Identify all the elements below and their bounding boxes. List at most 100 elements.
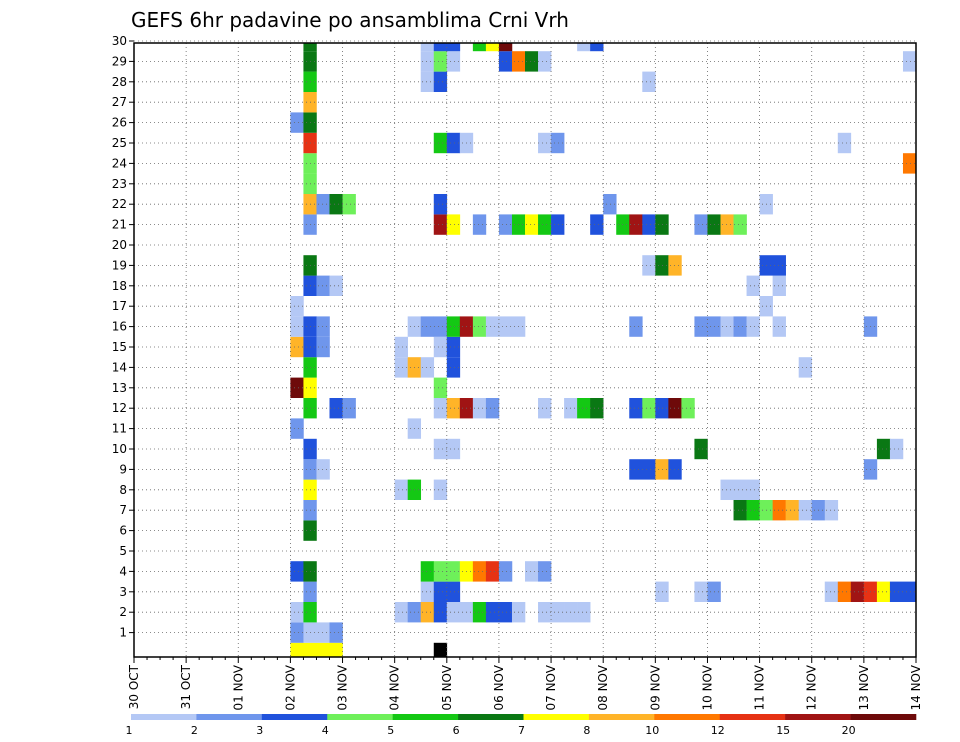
- y-tick-label: 23: [112, 177, 127, 191]
- legend-label: 8: [583, 724, 590, 737]
- legend-swatch: [392, 714, 459, 720]
- heatmap-cell: [655, 459, 669, 480]
- heatmap-cell: [342, 398, 356, 419]
- heatmap-cell: [538, 398, 552, 419]
- heatmap-cell: [394, 357, 408, 378]
- heatmap-cell: [590, 43, 604, 52]
- y-tick-label: 18: [112, 279, 127, 293]
- heatmap-cell: [668, 459, 682, 480]
- heatmap-cell: [538, 602, 552, 623]
- heatmap-cell: [472, 214, 487, 235]
- heatmap-cell: [785, 500, 799, 521]
- heatmap-cell: [642, 398, 656, 419]
- heatmap-cell: [733, 316, 747, 337]
- y-tick-label: 24: [112, 156, 127, 170]
- heatmap-cell: [525, 214, 539, 235]
- heatmap-cell: [590, 398, 604, 419]
- heatmap-cell: [629, 316, 643, 337]
- legend-label: 7: [518, 724, 525, 737]
- heatmap-cell: [720, 479, 760, 500]
- heatmap-cell: [876, 438, 891, 460]
- heatmap-cell: [446, 51, 461, 72]
- legend-swatch: [327, 714, 393, 720]
- heatmap-cell: [472, 398, 487, 419]
- x-tick-label: 06 NOV: [492, 664, 506, 710]
- heatmap-cell: [394, 602, 408, 623]
- heatmap-cell: [837, 132, 852, 154]
- heatmap-cell: [577, 43, 591, 52]
- heatmap-cell: [824, 500, 839, 521]
- heatmap-cell: [733, 214, 747, 235]
- heatmap-cell: [316, 336, 330, 358]
- y-tick-label: 25: [112, 136, 127, 150]
- x-tick-label: 03 NOV: [336, 664, 350, 710]
- heatmap-cell: [902, 51, 917, 72]
- y-tick-label: 29: [112, 54, 127, 68]
- y-tick-label: 9: [119, 462, 127, 476]
- heatmap-cell: [642, 71, 656, 92]
- heatmap-cell: [420, 43, 435, 52]
- heatmap-cell: [772, 500, 786, 521]
- heatmap-cell: [472, 316, 487, 337]
- heatmap-cell: [433, 377, 448, 398]
- y-tick-label: 17: [112, 299, 127, 313]
- heatmap-cell: [485, 602, 500, 623]
- y-tick-label: 26: [112, 116, 127, 130]
- heatmap-cell: [316, 459, 330, 480]
- y-tick-label: 22: [112, 197, 127, 211]
- heatmap-cell: [889, 438, 904, 460]
- y-tick-label: 28: [112, 75, 127, 89]
- heatmap-cell: [290, 561, 304, 582]
- heatmap-cell: [668, 255, 682, 276]
- heatmap-cell: [577, 602, 591, 623]
- heatmap-cell: [303, 43, 317, 52]
- color-legend: 1 2 3 4 5 6 7 8 10 12 15 20: [126, 714, 917, 737]
- heatmap-cell: [433, 581, 448, 602]
- heatmap-cell: [446, 336, 461, 358]
- heatmap-cell: [694, 214, 708, 235]
- heatmap-cell: [290, 622, 304, 643]
- heatmap-cell: [472, 561, 487, 582]
- legend-label: 5: [387, 724, 394, 737]
- heatmap-cell: [446, 357, 461, 378]
- chart-title: GEFS 6hr padavine po ansamblima Crni Vrh: [131, 8, 569, 32]
- heatmap-cell: [433, 642, 448, 657]
- y-tick-label: 16: [112, 320, 127, 334]
- heatmap-cell: [433, 316, 448, 337]
- heatmap-cell: [446, 214, 461, 235]
- y-tick-label: 27: [112, 95, 127, 109]
- heatmap-cell: [433, 194, 448, 215]
- heatmap-cell: [694, 316, 721, 337]
- heatmap-cell: [551, 602, 565, 623]
- heatmap-cell: [720, 316, 734, 337]
- heatmap-cell: [420, 357, 435, 378]
- heatmap-cell: [394, 336, 408, 358]
- heatmap-cell: [485, 43, 500, 52]
- legend-swatch: [654, 714, 721, 720]
- x-tick-label: 07 NOV: [544, 664, 558, 710]
- x-tick-label: 01 NOV: [231, 664, 245, 710]
- legend-swatch: [523, 714, 590, 720]
- heatmap-cell: [290, 336, 304, 358]
- heatmap-cell: [290, 418, 304, 439]
- heatmap-cell: [290, 602, 304, 623]
- heatmap-cell: [316, 194, 330, 215]
- heatmap-cell: [694, 438, 708, 460]
- y-tick-label: 4: [119, 564, 127, 578]
- x-tick-label: 12 NOV: [805, 664, 819, 710]
- legend-swatch: [131, 714, 197, 720]
- heatmap-cell: [498, 602, 513, 623]
- x-axis: 30 OCT 31 OCT 01 NOV 02 NOV 03 NOV 04 NOV 05 N…: [127, 657, 923, 711]
- heatmap-cell: [772, 316, 786, 337]
- heatmap-cell: [420, 316, 435, 337]
- heatmap-cell: [577, 398, 591, 419]
- legend-swatch: [588, 714, 655, 720]
- heatmap-cell: [642, 255, 656, 276]
- heatmap-cell: [433, 398, 448, 419]
- heatmap-cell: [329, 194, 343, 215]
- heatmap-cell: [394, 479, 408, 500]
- legend-swatch: [850, 714, 917, 720]
- x-tick-label: 14 NOV: [909, 664, 923, 710]
- heatmap-cell: [329, 398, 343, 419]
